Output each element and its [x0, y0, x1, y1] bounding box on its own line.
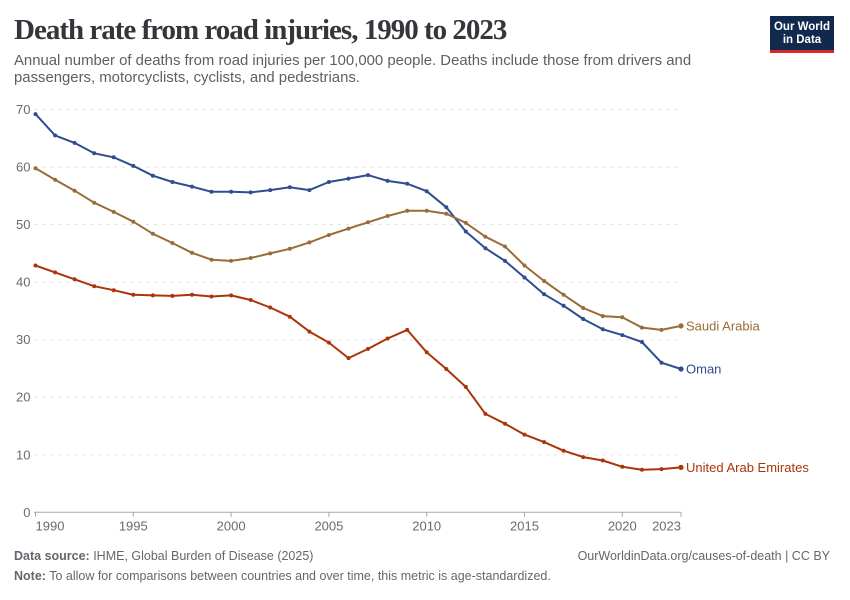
svg-text:0: 0 [23, 505, 30, 520]
svg-text:Saudi Arabia: Saudi Arabia [686, 318, 760, 333]
svg-text:2005: 2005 [314, 519, 343, 534]
svg-text:60: 60 [16, 160, 30, 175]
svg-text:40: 40 [16, 275, 30, 290]
svg-text:2023: 2023 [652, 519, 681, 534]
svg-text:Oman: Oman [686, 362, 721, 377]
svg-text:30: 30 [16, 332, 30, 347]
svg-text:70: 70 [16, 102, 30, 117]
svg-text:10: 10 [16, 447, 30, 462]
svg-text:20: 20 [16, 390, 30, 405]
svg-text:1995: 1995 [119, 519, 148, 534]
svg-text:2020: 2020 [608, 519, 637, 534]
svg-text:2000: 2000 [217, 519, 246, 534]
svg-text:50: 50 [16, 217, 30, 232]
svg-text:2015: 2015 [510, 519, 539, 534]
svg-text:2010: 2010 [412, 519, 441, 534]
svg-text:1990: 1990 [36, 519, 65, 534]
svg-text:United Arab Emirates: United Arab Emirates [686, 460, 809, 475]
